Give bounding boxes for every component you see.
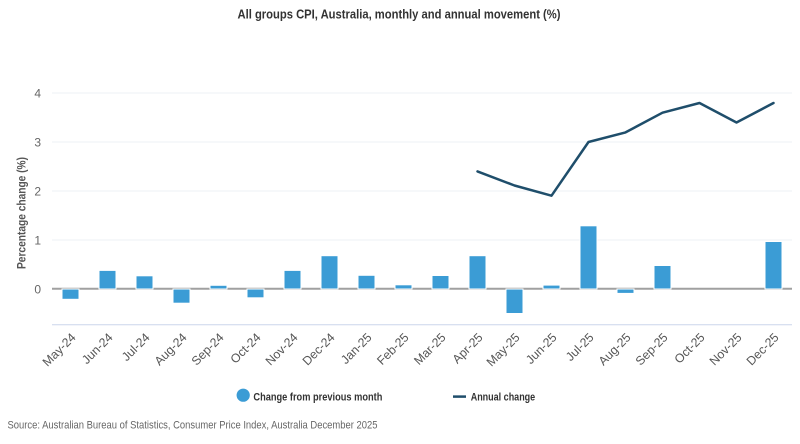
svg-text:Source: Australian Bureau of S: Source: Australian Bureau of Statistics,… [8, 419, 378, 431]
svg-text:Percentage change (%): Percentage change (%) [15, 157, 29, 269]
svg-text:0: 0 [34, 283, 41, 297]
svg-text:4: 4 [34, 87, 41, 101]
svg-text:Annual change: Annual change [471, 391, 536, 403]
svg-text:Change from previous month: Change from previous month [253, 391, 382, 403]
svg-text:All groups CPI, Australia, mon: All groups CPI, Australia, monthly and a… [238, 6, 561, 21]
svg-text:3: 3 [34, 136, 41, 150]
svg-text:1: 1 [34, 234, 41, 248]
svg-text:2: 2 [34, 185, 41, 199]
